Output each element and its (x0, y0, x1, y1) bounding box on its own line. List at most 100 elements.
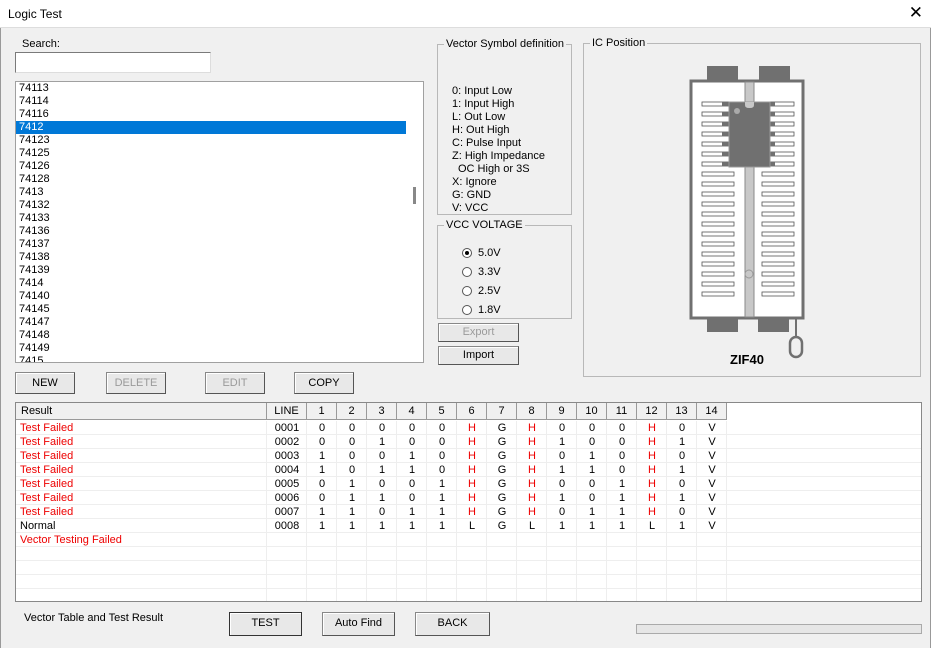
column-header-result[interactable]: Result (16, 403, 267, 420)
close-icon[interactable]: ✕ (908, 3, 923, 22)
result-cell: Vector Testing Failed (20, 534, 122, 546)
radio-button[interactable] (462, 267, 472, 277)
radio-button[interactable] (462, 286, 472, 296)
list-item[interactable]: 74138 (19, 251, 50, 263)
row-divider (16, 574, 921, 575)
pin-cell: H (648, 492, 656, 504)
column-header-9[interactable]: 9 (547, 403, 577, 420)
socket-pin-left (701, 281, 735, 287)
vcc-option-3.3V[interactable]: 3.3V (462, 266, 501, 278)
pin-cell: 1 (438, 492, 446, 504)
list-item[interactable]: 74139 (19, 264, 50, 276)
column-header-6[interactable]: 6 (457, 403, 487, 420)
result-cell: Test Failed (20, 436, 74, 448)
search-input[interactable] (15, 52, 211, 73)
list-item[interactable]: 74145 (19, 303, 50, 315)
list-item[interactable]: 74133 (19, 212, 50, 224)
delete-button[interactable]: DELETE (106, 372, 166, 394)
pin-cell: 1 (438, 506, 446, 518)
chip-pin (722, 152, 730, 156)
column-header-11[interactable]: 11 (607, 403, 637, 420)
list-scrollbar-thumb[interactable] (413, 187, 416, 204)
auto-find-button[interactable]: Auto Find (322, 612, 395, 636)
list-item[interactable]: 7412 (16, 121, 406, 134)
list-item[interactable]: 74123 (19, 134, 50, 146)
test-button[interactable]: TEST (229, 612, 302, 636)
radio-button[interactable] (462, 248, 472, 258)
column-header-3[interactable]: 3 (367, 403, 397, 420)
pin-cell: H (648, 478, 656, 490)
pin-cell: 0 (618, 464, 626, 476)
list-item[interactable]: 74148 (19, 329, 50, 341)
line-cell: 0008 (274, 520, 300, 532)
column-divider (306, 421, 307, 601)
list-item[interactable]: 74114 (19, 95, 49, 107)
window-title: Logic Test (8, 7, 62, 21)
chip-pin (722, 102, 730, 106)
list-item[interactable]: 74128 (19, 173, 50, 185)
pin-cell: 0 (318, 422, 326, 434)
edit-button[interactable]: EDIT (205, 372, 265, 394)
row-divider (16, 532, 921, 533)
list-item[interactable]: 74149 (19, 342, 50, 354)
pin-cell: 1 (408, 506, 416, 518)
pin-cell: V (708, 422, 716, 434)
list-item[interactable]: 7414 (19, 277, 44, 289)
socket-pin-left (701, 231, 735, 237)
column-header-10[interactable]: 10 (577, 403, 607, 420)
column-divider (396, 421, 397, 601)
list-item[interactable]: 74132 (19, 199, 50, 211)
vcc-option-1.8V[interactable]: 1.8V (462, 304, 501, 316)
list-item[interactable]: 74113 (19, 82, 49, 94)
back-button[interactable]: BACK (415, 612, 490, 636)
column-divider (576, 421, 577, 601)
vcc-option-2.5V[interactable]: 2.5V (462, 285, 501, 297)
column-header-7[interactable]: 7 (487, 403, 517, 420)
list-item[interactable]: 74137 (19, 238, 50, 250)
socket-pin-left (701, 261, 735, 267)
pin-cell: 0 (408, 422, 416, 434)
chip-pin (769, 102, 775, 106)
list-item[interactable]: 7415 (19, 355, 44, 363)
rail-hole (744, 269, 754, 279)
pin-cell: 1 (408, 450, 416, 462)
column-header-2[interactable]: 2 (337, 403, 367, 420)
column-header-8[interactable]: 8 (517, 403, 547, 420)
column-header-4[interactable]: 4 (397, 403, 427, 420)
vector-symbol-group: Vector Symbol definition 0: Input Low 1: … (437, 38, 572, 215)
pin-cell: 1 (678, 492, 686, 504)
list-item[interactable]: 74147 (19, 316, 50, 328)
pin-cell: 0 (438, 450, 446, 462)
chip-pin (722, 122, 730, 126)
column-header-line[interactable]: LINE (267, 403, 307, 420)
list-item[interactable]: 74126 (19, 160, 50, 172)
column-header-1[interactable]: 1 (307, 403, 337, 420)
column-header-14[interactable]: 14 (697, 403, 727, 420)
column-header-13[interactable]: 13 (667, 403, 697, 420)
pin-cell: H (648, 464, 656, 476)
new-button[interactable]: NEW (15, 372, 75, 394)
list-item[interactable]: 74140 (19, 290, 50, 302)
list-item[interactable]: 7413 (19, 186, 44, 198)
pin-cell: 0 (318, 492, 326, 504)
list-item[interactable]: 74125 (19, 147, 50, 159)
export-button[interactable]: Export (438, 323, 519, 342)
column-header-12[interactable]: 12 (637, 403, 667, 420)
pin-cell: 0 (558, 506, 566, 518)
line-cell: 0006 (274, 492, 300, 504)
column-header-5[interactable]: 5 (427, 403, 457, 420)
radio-button[interactable] (462, 305, 472, 315)
pin-cell: 1 (588, 506, 596, 518)
pin-cell: V (708, 520, 716, 532)
ic-list[interactable]: 74113 74114 74116 7412 74123 74125 74126 74128 7… (15, 81, 424, 363)
pin-cell: 1 (438, 520, 446, 532)
vcc-option-5.0V[interactable]: 5.0V (462, 247, 501, 259)
vector-table[interactable]: Result LINE 1 2 3 4 5 6 7 8 9 10 11 12 13 14 Test Failed… (15, 402, 922, 602)
list-item[interactable]: 74116 (19, 108, 49, 120)
socket-pin-right (761, 241, 795, 247)
copy-button[interactable]: COPY (294, 372, 354, 394)
import-button[interactable]: Import (438, 346, 519, 365)
list-item[interactable]: 74136 (19, 225, 50, 237)
pin-cell: 1 (408, 464, 416, 476)
pin-cell: 0 (558, 422, 566, 434)
